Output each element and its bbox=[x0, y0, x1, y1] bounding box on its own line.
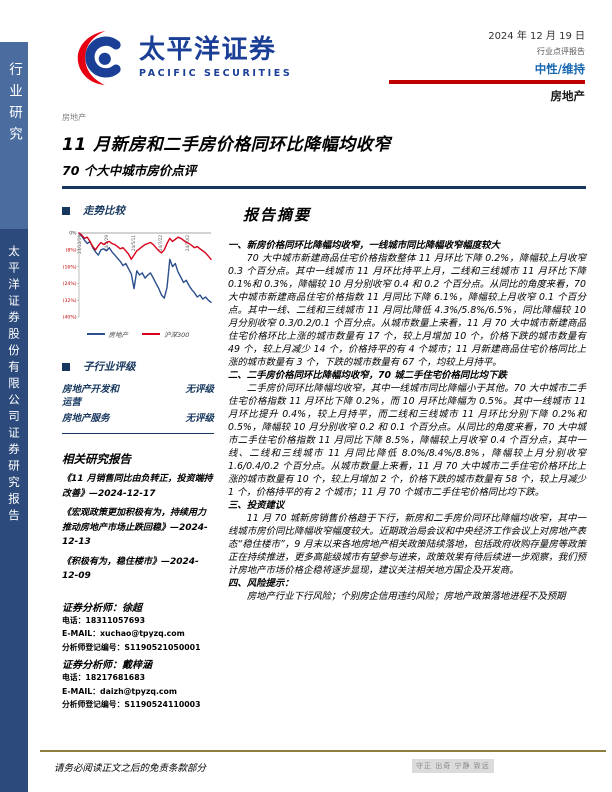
subrating-header: 子行业评级 bbox=[62, 359, 214, 374]
report-summary-column: 报告摘要 一、新房价格同环比降幅均收窄，一线城市同比降幅收窄幅度较大 70 大中… bbox=[228, 204, 586, 603]
report-header-meta: 2024 年 12 月 19 日 行业点评报告 中性/维持 房地产 bbox=[285, 27, 585, 104]
svg-text:23/12/19: 23/12/19 bbox=[77, 235, 82, 254]
analyst-email-line: E-MAIL：xuchao@tpyzq.com bbox=[62, 627, 214, 641]
title-divider bbox=[62, 186, 586, 189]
disclaimer-note: 请务必阅读正文之后的免责条款部分 bbox=[54, 763, 207, 774]
phone-label: 电话： bbox=[62, 615, 86, 625]
svg-text:(40%): (40%) bbox=[63, 315, 77, 321]
svg-text:0%: 0% bbox=[69, 231, 77, 237]
brand-name-cn: 太平洋证券 bbox=[139, 35, 277, 65]
phone-label: 电话： bbox=[62, 673, 86, 682]
svg-text:(16%): (16%) bbox=[63, 264, 77, 270]
related-report-item[interactable]: 《积极有为，稳住楼市》—2024-12-09 bbox=[62, 556, 199, 582]
page-subtitle: 70 个大中城市房价点评 bbox=[62, 163, 197, 178]
report-type: 行业点评报告 bbox=[537, 47, 585, 56]
company-motto: 守正 出奇 宁静 致远 bbox=[412, 759, 494, 773]
email-value[interactable]: daizh@tpyzq.com bbox=[100, 686, 178, 696]
email-label: E-MAIL： bbox=[62, 686, 101, 696]
footer-divider bbox=[40, 750, 606, 752]
square-bullet-icon bbox=[62, 362, 70, 371]
analyst-email-line: E-MAIL：daizh@tpyzq.com bbox=[62, 685, 214, 699]
csi300-line-swatch bbox=[142, 333, 161, 335]
summary-body: 一、新房价格同环比降幅均收窄，一线城市同比降幅收窄幅度较大 70 大中城市新建商… bbox=[228, 239, 586, 603]
legend-label-csi300: 沪深300 bbox=[164, 331, 190, 339]
realestate-line-swatch bbox=[86, 333, 105, 335]
subrating-label: 子行业评级 bbox=[83, 361, 136, 373]
email-value[interactable]: xuchao@tpyzq.com bbox=[100, 629, 185, 638]
subindustry-name: 房地产开发和运营 bbox=[62, 384, 120, 408]
related-report-item[interactable]: 《宏观政策更加积极有为，持续用力推动房地产市场止跌回稳》—2024-12-13 bbox=[62, 508, 208, 547]
trend-compare-header: 走势比较 bbox=[62, 203, 214, 218]
analyst-name: 徐超 bbox=[122, 602, 142, 614]
section-paragraph: 二手房价同环比降幅均收窄，其中一线城市同比降幅小于其他。70 大中城市二手住宅价… bbox=[228, 383, 586, 498]
reg-label: 分析师登记编号： bbox=[62, 700, 125, 709]
analyst-name-line: 证券分析师：徐超 bbox=[62, 599, 214, 614]
red-accent-bar bbox=[389, 80, 585, 84]
svg-text:24/5/11: 24/5/11 bbox=[131, 235, 136, 251]
legend-item-csi300: 沪深300 bbox=[142, 329, 189, 339]
summary-header: 报告摘要 bbox=[243, 206, 312, 224]
left-sidebar-column: 走势比较 0% (8%) (16%) (24%) (32%) (40%) 23/12/19 2… bbox=[62, 203, 214, 712]
section-paragraph: 11 月 70 城新房销售价格趋于下行，新房和二手房价同环比降幅均收窄，其中一线… bbox=[228, 513, 586, 576]
brand-name-en: PACIFIC SECURITIES bbox=[139, 68, 293, 79]
svg-text:24/7/22: 24/7/22 bbox=[158, 235, 163, 251]
sidebar-industry-research-band: 行业研究 bbox=[0, 42, 28, 229]
trend-compare-label: 走势比较 bbox=[83, 205, 125, 217]
section-heading: 二、二手房价格同环比降幅均收窄，70 城二手住宅价格同比均下跌 bbox=[228, 370, 507, 381]
subrating-table: 房地产开发和运营 无评级 房地产服务 无评级 bbox=[62, 383, 214, 434]
legend-label-realestate: 房地产 bbox=[108, 331, 129, 339]
reg-value: S1190524110003 bbox=[124, 700, 201, 709]
analyst-phone-line: 电话：18311057693 bbox=[62, 614, 214, 628]
brand-logo: 太平洋证券 PACIFIC SECURITIES bbox=[74, 26, 292, 88]
reg-label: 分析师登记编号： bbox=[62, 642, 125, 652]
svg-text:(24%): (24%) bbox=[63, 281, 77, 287]
section-paragraph: 70 大中城市新建商品住宅价格指数整体 11 月环比下降 0.2%，降幅较上月收… bbox=[228, 253, 586, 368]
industry-rating: 中性/维持 bbox=[534, 62, 585, 76]
analyst-role-label: 证券分析师： bbox=[62, 602, 122, 614]
square-bullet-icon bbox=[62, 206, 70, 215]
section-heading: 三、投资建议 bbox=[228, 500, 285, 511]
subindustry-rating: 无评级 bbox=[185, 413, 214, 424]
sidebar-company-band: 太平洋证券股份有限公司证券研究报告 bbox=[0, 229, 28, 792]
subindustry-rating: 无评级 bbox=[185, 384, 214, 395]
sector-eyebrow: 房地产 bbox=[62, 113, 86, 122]
table-row: 房地产开发和运营 无评级 bbox=[62, 383, 214, 409]
section-heading: 一、新房价格同环比降幅均收窄，一线城市同比降幅收窄幅度较大 bbox=[228, 240, 500, 251]
related-reports-header: 相关研究报告 bbox=[62, 452, 131, 466]
sector-label: 房地产 bbox=[550, 89, 586, 103]
related-report-item[interactable]: 《11 月销售同比由负转正，投资端持改善》—2024-12-17 bbox=[62, 474, 213, 499]
analyst-phone-line: 电话：18217681683 bbox=[62, 671, 214, 685]
phone-value: 18311057693 bbox=[85, 615, 146, 625]
analysts-block: 证券分析师：徐超 电话：18311057693 E-MAIL：xuchao@tp… bbox=[62, 599, 214, 712]
svg-text:(32%): (32%) bbox=[63, 298, 77, 304]
subindustry-name: 房地产服务 bbox=[62, 413, 110, 424]
page-title: 11 月新房和二手房价格同环比降幅均收窄 bbox=[62, 135, 391, 155]
sidebar-top-label: 行业研究 bbox=[6, 62, 22, 148]
analyst-name: 戴梓涵 bbox=[122, 660, 152, 671]
trend-line-chart: 0%(8%)(16%)(24%)(32%)(40%)23/12/19 24/2/2… bbox=[63, 231, 212, 321]
analyst-name-line: 证券分析师：戴梓涵 bbox=[62, 656, 214, 671]
reg-value: S1190521050001 bbox=[124, 642, 201, 652]
title-block: 房地产 11 月新房和二手房价格同环比降幅均收窄 70 个大中城市房价点评 bbox=[62, 112, 586, 189]
brand-text: 太平洋证券 PACIFIC SECURITIES bbox=[139, 26, 292, 79]
analyst-reg-line: 分析师登记编号：S1190524110003 bbox=[62, 698, 214, 712]
legend-item-realestate: 房地产 bbox=[86, 329, 129, 339]
table-row: 房地产服务 无评级 bbox=[62, 412, 214, 425]
section-heading: 四、风险提示： bbox=[228, 578, 294, 589]
email-label: E-MAIL： bbox=[62, 629, 101, 638]
analyst-role-label: 证券分析师： bbox=[62, 660, 122, 671]
report-date: 2024 年 12 月 19 日 bbox=[488, 31, 585, 42]
phone-value: 18217681683 bbox=[85, 673, 146, 682]
pacific-logo-icon bbox=[77, 30, 121, 85]
analyst-reg-line: 分析师登记编号：S1190521050001 bbox=[62, 641, 214, 655]
svg-text:(8%): (8%) bbox=[66, 248, 77, 254]
section-paragraph: 房地产行业下行风险；个别房企信用违约风险；房地产政策落地进程不及预期 bbox=[246, 591, 566, 602]
chart-legend: 房地产 沪深300 bbox=[62, 329, 214, 339]
sidebar-bottom-label: 太平洋证券股份有限公司证券研究报告 bbox=[7, 245, 21, 526]
